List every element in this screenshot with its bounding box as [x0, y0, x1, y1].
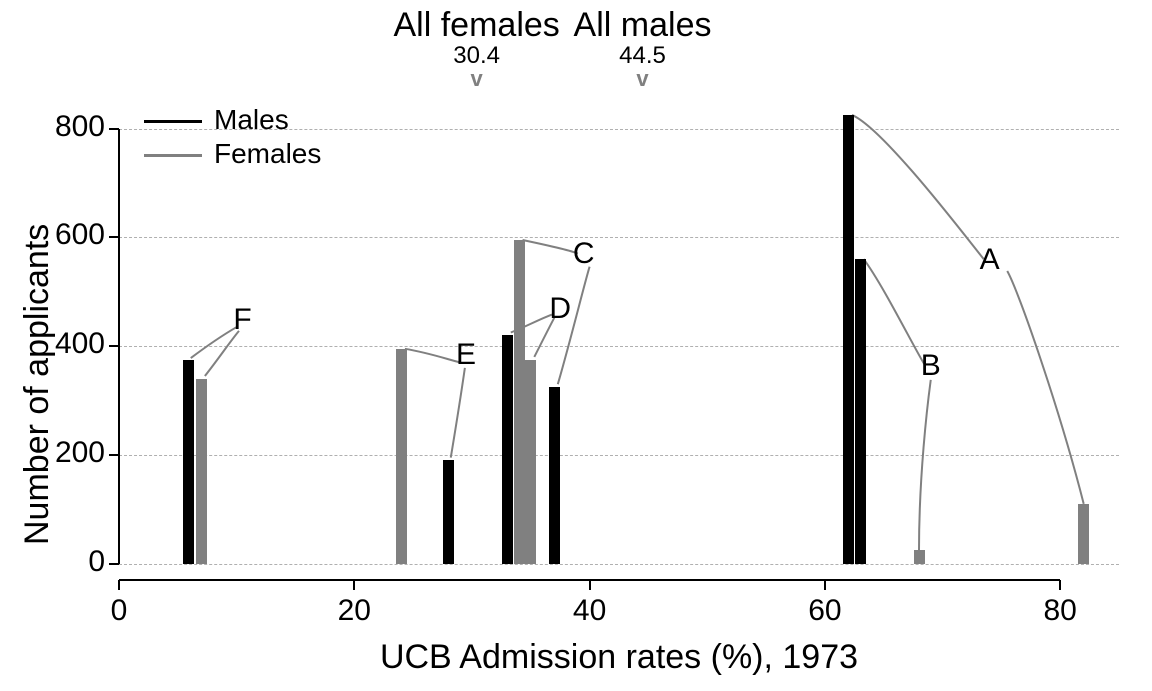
top-title-males: All males [493, 6, 793, 45]
bar-males-F [183, 360, 194, 564]
x-tick-label: 0 [79, 594, 159, 628]
bar-females-C [514, 240, 525, 564]
y-tick [109, 345, 119, 347]
bar-females-F [196, 379, 207, 564]
legend-swatch-females [144, 154, 202, 157]
leader-line-A [1007, 271, 1083, 504]
dept-label-C: C [564, 237, 604, 271]
y-tick [109, 236, 119, 238]
x-tick [1059, 580, 1061, 590]
bar-males-D [502, 335, 513, 563]
y-axis-title: Number of applicants [18, 224, 57, 545]
legend-label-females: Females [214, 138, 321, 170]
x-axis-title: UCB Admission rates (%), 1973 [119, 638, 1119, 677]
leader-line-F [205, 331, 239, 376]
y-tick-label: 0 [35, 545, 105, 579]
bar-males-B [855, 259, 866, 564]
bar-females-A [1078, 504, 1089, 564]
bar-males-E [443, 460, 454, 563]
dept-label-A: A [970, 243, 1010, 277]
x-tick-label: 60 [785, 594, 865, 628]
bar-females-B [914, 550, 925, 564]
bar-males-A [843, 115, 854, 564]
caret-icon-males: v [623, 66, 663, 92]
leader-line-B [919, 380, 931, 550]
x-tick-label: 80 [1020, 594, 1100, 628]
y-tick [109, 128, 119, 130]
y-tick-label: 800 [35, 110, 105, 144]
x-tick-label: 20 [314, 594, 394, 628]
leader-line-E [451, 368, 465, 458]
dept-label-B: B [911, 349, 951, 383]
dept-label-E: E [446, 338, 486, 372]
legend-label-males: Males [214, 104, 289, 136]
caret-icon-females: v [457, 66, 497, 92]
dept-label-D: D [540, 292, 580, 326]
leader-line-A [852, 115, 984, 259]
bar-males-C [549, 387, 560, 564]
x-tick [353, 580, 355, 590]
x-tick [824, 580, 826, 590]
y-tick [109, 454, 119, 456]
chart-stage: 020406080UCB Admission rates (%), 197302… [0, 0, 1152, 691]
y-tick [109, 563, 119, 565]
x-tick [589, 580, 591, 590]
x-tick-label: 40 [550, 594, 630, 628]
bar-females-D [525, 360, 536, 564]
bar-females-E [396, 349, 407, 564]
legend-swatch-males [144, 120, 202, 123]
leader-lines [0, 0, 1152, 691]
dept-label-F: F [223, 303, 263, 337]
x-tick [118, 580, 120, 590]
